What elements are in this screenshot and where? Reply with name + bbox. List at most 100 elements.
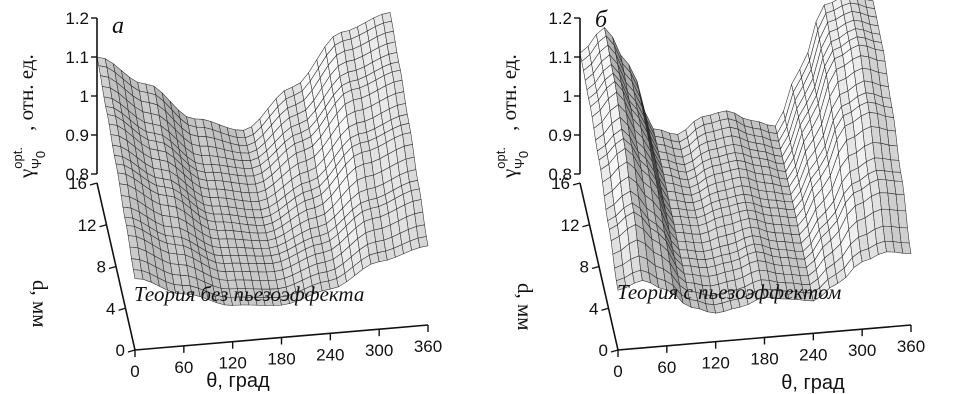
y-tick-label: 12 xyxy=(78,216,97,235)
annotation: Теория без пьезоэффекта xyxy=(134,282,364,306)
y-tick-mark xyxy=(601,307,609,311)
chart-panel-b: 0 60 120 180 240 300 360 0 4 8 12 160.8 0.9 1 1.1 1.2 б… xyxy=(493,0,925,394)
svg-text:γopt.Ψ0, отн. ед.: γopt. Ψ0 , отн. ед. xyxy=(10,54,48,179)
surface-cell xyxy=(880,84,891,99)
x-tick-label: 360 xyxy=(897,337,925,356)
y-tick-label: 16 xyxy=(551,174,570,193)
chart-panel-a: 0 60 120 180 240 300 360 0 4 8 12 160.8 0.9 1 1.1 1.2 а… xyxy=(10,9,442,392)
z-tick-label: 0.8 xyxy=(65,165,89,184)
x-tick-label: 0 xyxy=(130,362,139,381)
surface-cell xyxy=(384,30,396,45)
z-axis-label-base: γ xyxy=(14,169,38,179)
annotation: Теория с пьезоэффектом xyxy=(617,280,841,304)
y-tick-label: 0 xyxy=(599,341,608,360)
z-axis-label-sup: opt. xyxy=(10,147,25,169)
x-tick-label: 240 xyxy=(799,345,827,364)
x-tick-label: 0 xyxy=(613,362,622,381)
surface xyxy=(579,0,912,314)
surface-cell xyxy=(900,242,912,254)
x-tick-label: 60 xyxy=(657,358,676,377)
y-tick-label: 0 xyxy=(116,341,125,360)
x-tick-label: 60 xyxy=(174,358,193,377)
surface-cell xyxy=(883,106,895,119)
surface-cell xyxy=(895,193,907,212)
x-tick-label: 360 xyxy=(414,337,442,356)
z-tick-label: 1.2 xyxy=(65,9,89,28)
z-tick-label: 1.1 xyxy=(548,48,572,67)
z-tick-label: 0.9 xyxy=(65,126,89,145)
surface-cell xyxy=(407,169,418,183)
surface-cell xyxy=(886,129,898,147)
y-tick-label: 8 xyxy=(580,258,589,277)
x-axis-label: θ, град xyxy=(206,370,270,392)
y-tick-mark xyxy=(572,182,581,186)
surface-cell xyxy=(899,227,910,244)
panel-letter: а xyxy=(112,13,124,39)
surface-cell xyxy=(402,132,413,147)
surface-cell xyxy=(888,144,900,161)
svg-text:γopt.Ψ0, отн. ед.: γopt. Ψ0 , отн. ед. xyxy=(493,54,531,179)
surface-cell xyxy=(412,199,424,215)
z-axis-label: γopt. Ψ0 , отн. ед. xyxy=(10,54,48,179)
z-axis-label-sub: Ψ xyxy=(512,158,527,169)
y-tick-mark xyxy=(108,265,117,270)
z-axis-label-sub: Ψ xyxy=(29,158,44,169)
x-axis-label: θ, град xyxy=(781,372,845,394)
surface-cell xyxy=(410,188,422,202)
x-tick-label: 300 xyxy=(365,341,393,360)
z-axis-label-unit: , отн. ед. xyxy=(497,54,521,131)
z-axis-label-unit: , отн. ед. xyxy=(14,54,38,131)
z-tick-label: 1.1 xyxy=(65,48,89,67)
surface-cell xyxy=(892,171,903,182)
surface xyxy=(96,12,429,306)
y-axis-label: d, мм xyxy=(513,283,537,331)
y-tick-mark xyxy=(118,307,126,311)
x-tick-label: 120 xyxy=(218,354,246,373)
surface-cell xyxy=(416,224,427,239)
surface-cell xyxy=(876,59,888,75)
y-tick-mark xyxy=(127,349,136,353)
surface-cell xyxy=(414,211,425,227)
surface-cell xyxy=(878,72,889,88)
ticks: 0 60 120 180 240 300 360 0 4 8 12 160.8 0.9 1 1.1 1.2 xyxy=(65,9,442,381)
y-axis-label: d, мм xyxy=(28,280,52,328)
y-tick-label: 4 xyxy=(106,299,115,318)
y-tick-mark xyxy=(582,224,590,228)
y-tick-mark xyxy=(591,265,600,270)
x-tick-label: 180 xyxy=(267,350,295,369)
surface-cell xyxy=(403,143,415,160)
z-axis-label-subsub: 0 xyxy=(33,151,48,158)
surface-cell xyxy=(391,69,403,83)
surface-cell xyxy=(397,103,408,117)
panel-letter: б xyxy=(595,7,608,33)
surface-cell xyxy=(874,49,886,62)
x-tick-label: 300 xyxy=(848,341,876,360)
z-tick-label: 0.8 xyxy=(548,165,572,184)
y-tick-label: 16 xyxy=(68,174,87,193)
surface-cell xyxy=(393,79,405,94)
y-tick-mark xyxy=(89,182,98,186)
y-tick-mark xyxy=(610,349,619,353)
y-tick-label: 12 xyxy=(561,216,580,235)
surface-cell xyxy=(890,159,901,173)
surface-cell xyxy=(893,180,905,195)
z-axis-label-sup: opt. xyxy=(493,147,508,169)
surface-cell xyxy=(386,41,398,55)
surface-cell xyxy=(395,91,406,106)
z-axis-label-base: γ xyxy=(497,169,521,179)
y-tick-label: 8 xyxy=(97,258,106,277)
z-axis-label-subsub: 0 xyxy=(516,151,531,158)
surface-cell xyxy=(383,20,394,34)
z-axis-label: γopt. Ψ0 , отн. ед. xyxy=(493,54,531,179)
x-tick-label: 180 xyxy=(750,350,778,369)
surface-cell xyxy=(885,116,896,132)
surface-cell xyxy=(417,236,429,248)
surface-cell xyxy=(405,156,417,172)
surface-cell xyxy=(897,210,908,229)
z-tick-label: 1 xyxy=(563,87,572,106)
x-tick-label: 120 xyxy=(701,354,729,373)
y-tick-label: 4 xyxy=(589,299,598,318)
y-tick-mark xyxy=(99,224,107,228)
z-tick-label: 1 xyxy=(80,87,89,106)
